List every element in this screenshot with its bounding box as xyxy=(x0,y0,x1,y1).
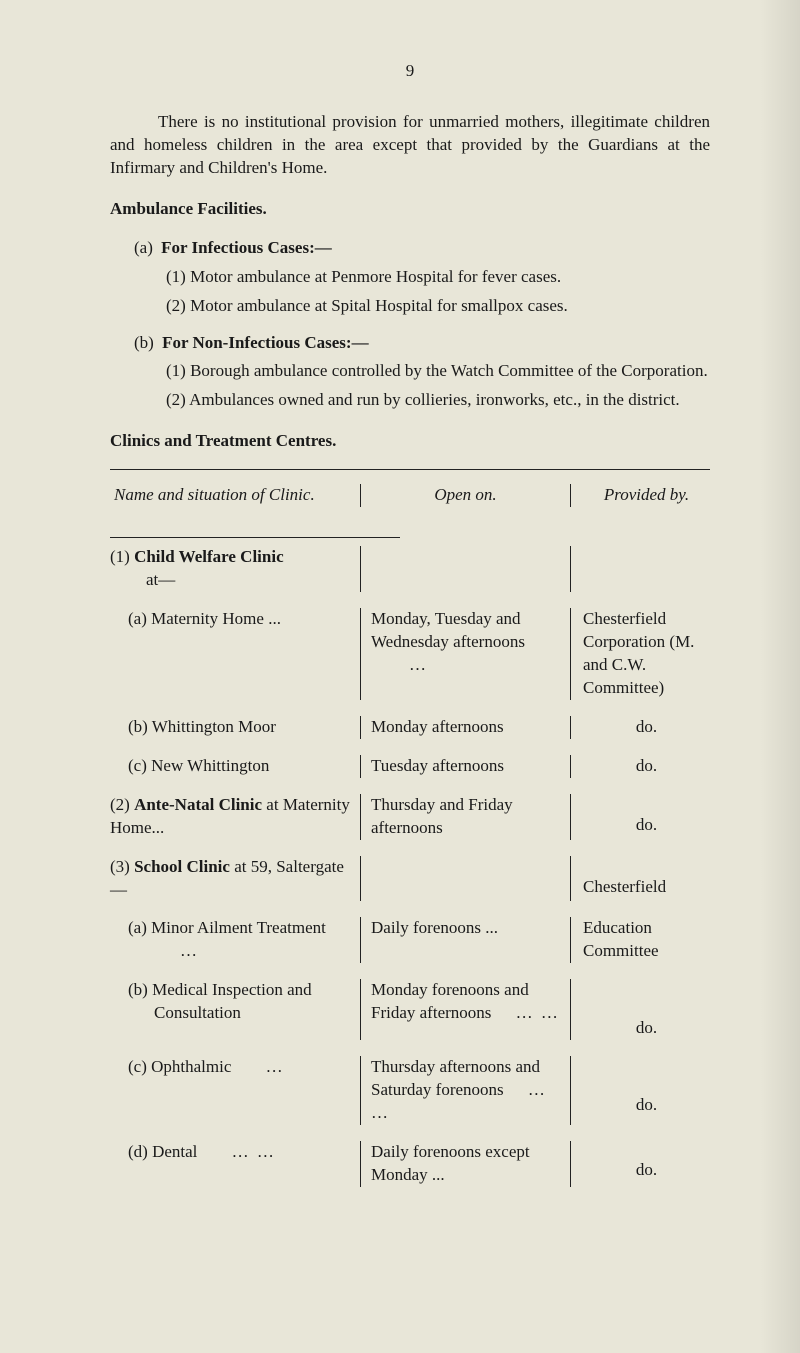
op-name-dots: … xyxy=(266,1057,285,1076)
sc-num: (3) xyxy=(110,857,134,876)
label-a: (a) xyxy=(134,238,153,257)
cell-de-prov: do. xyxy=(570,1141,710,1187)
ambulance-heading: Ambulance Facilities. xyxy=(110,198,710,221)
an-num: (2) xyxy=(110,795,134,814)
cell-de-open: Daily forenoons except Monday ... xyxy=(360,1141,570,1187)
intro-paragraph: There is no institutional provision for … xyxy=(110,111,710,180)
cell-cwc-open xyxy=(360,546,570,592)
cell-an-prov: do. xyxy=(570,794,710,840)
row-whittington-moor: (b) Whittington Moor Monday afternoons d… xyxy=(110,708,710,747)
clinics-heading: Clinics and Treatment Centres. xyxy=(110,430,710,453)
page-number: 9 xyxy=(110,60,710,83)
cell-wm-prov: do. xyxy=(570,716,710,739)
row-medical-inspection: (b) Medical Inspection and Consultation … xyxy=(110,971,710,1048)
cell-mi-name: (b) Medical Inspection and Consultation xyxy=(110,979,360,1040)
infectious-item-1: (1) Motor ambulance at Penmore Hospital … xyxy=(166,266,710,289)
th-prov: Provided by. xyxy=(570,484,710,507)
cell-wm-name: (b) Whittington Moor xyxy=(110,716,360,739)
cell-mat-name: (a) Maternity Home ... xyxy=(110,608,360,700)
cell-cwc-name: (1) Child Welfare Clinic at— xyxy=(110,546,360,592)
cell-ma-open: Daily forenoons ... xyxy=(360,917,570,963)
de-name-dots: … … xyxy=(232,1142,276,1161)
infectious-cases-title: For Infectious Cases:— xyxy=(161,238,332,257)
cell-nw-prov: do. xyxy=(570,755,710,778)
ma-name-dots: … xyxy=(180,941,199,960)
op-open-text: Thursday afternoons and Saturday fore­no… xyxy=(371,1057,540,1099)
noninfectious-item-1: (1) Borough ambulance controlled by the … xyxy=(166,360,710,383)
noninfectious-cases-title: For Non-Infectious Cases:— xyxy=(162,333,369,352)
de-name-text: (d) Dental xyxy=(128,1142,197,1161)
row-school-clinic: (3) School Clinic at 59, Saltergate— Che… xyxy=(110,848,710,910)
infectious-cases-heading: (a) For Infectious Cases:— xyxy=(110,237,710,260)
cell-cwc-prov xyxy=(570,546,710,592)
cell-op-name: (c) Ophthalmic … xyxy=(110,1056,360,1125)
th-name: Name and situation of Clinic. xyxy=(110,484,360,507)
ma-name-text: (a) Minor Ailment Treatment xyxy=(128,918,326,937)
cwc-at: at— xyxy=(110,570,175,589)
row-maternity-home: (a) Maternity Home ... Monday, Tuesday a… xyxy=(110,600,710,708)
table-header-row: Name and situation of Clinic. Open on. P… xyxy=(110,470,710,521)
cell-nw-open: Tuesday afternoons xyxy=(360,755,570,778)
op-name-text: (c) Ophthalmic xyxy=(128,1057,231,1076)
row-new-whittington: (c) New Whittington Tuesday afternoons d… xyxy=(110,747,710,786)
cell-wm-open: Monday afternoons xyxy=(360,716,570,739)
cell-nw-name: (c) New Whittington xyxy=(110,755,360,778)
row-child-welfare-heading: (1) Child Welfare Clinic at— xyxy=(110,538,710,600)
cell-mat-prov: Chesterfield Corporation (M. and C.W. Co… xyxy=(570,608,710,700)
mi-open-text: Monday forenoons and Friday after­noons xyxy=(371,980,529,1022)
cwc-title: Child Welfare Clinic xyxy=(134,547,284,566)
row-minor-ailment: (a) Minor Ailment Treatment … Daily fore… xyxy=(110,909,710,971)
page-container: 9 There is no institutional provision fo… xyxy=(0,0,800,1353)
cell-op-prov: do. xyxy=(570,1056,710,1125)
row-ophthalmic: (c) Ophthalmic … Thursday afternoons and… xyxy=(110,1048,710,1133)
cell-de-name: (d) Dental … … xyxy=(110,1141,360,1187)
cell-an-open: Thursday and Friday afternoons xyxy=(360,794,570,840)
cell-mat-open: Monday, Tuesday and Wednesday afternoons… xyxy=(360,608,570,700)
infectious-item-2: (2) Motor ambulance at Spital Hospital f… xyxy=(166,295,710,318)
cell-mi-prov: do. xyxy=(570,979,710,1040)
cell-ma-name: (a) Minor Ailment Treatment … xyxy=(110,917,360,963)
th-open: Open on. xyxy=(360,484,570,507)
cell-mi-open: Monday forenoons and Friday after­noons … xyxy=(360,979,570,1040)
row-ante-natal: (2) Ante-Natal Clinic at Maternity Home.… xyxy=(110,786,710,848)
label-b: (b) xyxy=(134,333,154,352)
mat-open-text: Monday, Tuesday and Wednesday afternoons xyxy=(371,609,525,651)
noninfectious-item-2: (2) Ambulances owned and run by collieri… xyxy=(166,389,710,412)
row-dental: (d) Dental … … Daily forenoons except Mo… xyxy=(110,1133,710,1195)
cell-sc-open xyxy=(360,856,570,902)
an-title: Ante-Natal Clinic xyxy=(134,795,262,814)
noninfectious-cases-heading: (b) For Non-Infectious Cases:— xyxy=(110,332,710,355)
cwc-num: (1) xyxy=(110,547,134,566)
mi-open-dots: … … xyxy=(516,1003,560,1022)
cell-sc-prov: Chesterfield xyxy=(570,856,710,902)
cell-sc-name: (3) School Clinic at 59, Saltergate— xyxy=(110,856,360,902)
cell-ma-prov: Education Committee xyxy=(570,917,710,963)
sc-title: School Clinic xyxy=(134,857,230,876)
cell-an-name: (2) Ante-Natal Clinic at Maternity Home.… xyxy=(110,794,360,840)
mat-open-dots: … xyxy=(409,655,428,674)
cell-op-open: Thursday afternoons and Saturday fore­no… xyxy=(360,1056,570,1125)
